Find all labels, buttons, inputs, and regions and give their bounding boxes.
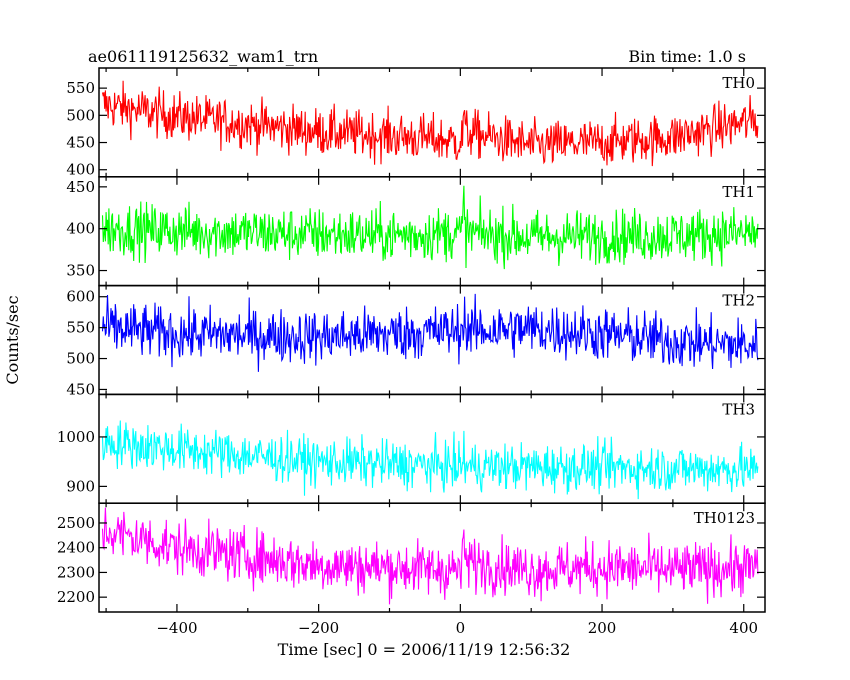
series-line-th1 [101, 185, 759, 270]
header-left-label: ae061119125632_wam1_trn [88, 47, 318, 66]
y-tick-label: 350 [66, 262, 95, 280]
x-tick-label: 0 [456, 619, 466, 637]
y-tick-label: 400 [66, 220, 95, 238]
y-tick-label: 900 [66, 477, 95, 495]
panel-label-th1: TH1 [722, 183, 755, 201]
y-tick-label: 450 [66, 134, 95, 152]
y-tick-label: 2400 [57, 539, 95, 557]
y-tick-label: 1000 [57, 428, 95, 446]
x-tick-label: 200 [588, 619, 617, 637]
series-line-th2 [101, 293, 759, 372]
series-line-th0123 [101, 507, 759, 605]
panel-label-th2: TH2 [722, 292, 755, 310]
y-axis-label: Counts/sec [3, 295, 22, 384]
panel-frame-th1 [98, 176, 766, 287]
x-axis-label: Time [sec] 0 = 2006/11/19 12:56:32 [278, 640, 571, 659]
y-tick-label: 600 [66, 288, 95, 306]
panel-label-th3: TH3 [722, 400, 755, 418]
x-tick-label: 400 [729, 619, 758, 637]
series-line-th3 [101, 420, 759, 500]
y-tick-label: 550 [66, 319, 95, 337]
y-tick-label: 2500 [57, 514, 95, 532]
series-line-th0 [101, 80, 759, 167]
x-tick-label: −400 [156, 619, 197, 637]
x-tick-label: −200 [298, 619, 339, 637]
panel-frame-th0 [98, 67, 766, 178]
y-tick-label: 400 [66, 161, 95, 179]
y-tick-label: 500 [66, 106, 95, 124]
panel-frame-th0123 [98, 502, 766, 613]
y-tick-label: 450 [66, 178, 95, 196]
y-tick-label: 500 [66, 350, 95, 368]
panel-label-th0123: TH0123 [694, 509, 755, 527]
y-tick-label: 2200 [57, 588, 95, 606]
y-tick-label: 450 [66, 380, 95, 398]
header-right-label: Bin time: 1.0 s [628, 47, 746, 66]
y-tick-label: 2300 [57, 563, 95, 581]
panel-label-th0: TH0 [722, 74, 755, 92]
y-tick-label: 550 [66, 79, 95, 97]
